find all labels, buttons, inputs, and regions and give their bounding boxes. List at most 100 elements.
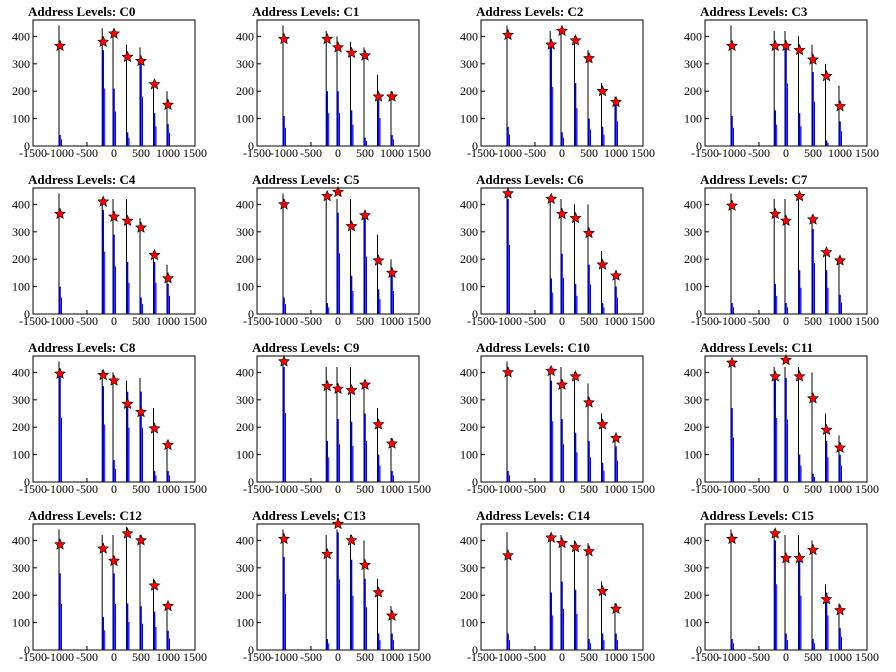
star-marker xyxy=(610,431,622,444)
chart-title: Address Levels: C7 xyxy=(700,172,808,187)
x-tick-label: 500 xyxy=(132,314,150,328)
y-tick-label: 0 xyxy=(472,475,478,489)
star-marker xyxy=(54,367,66,379)
star-marker xyxy=(148,579,161,591)
star-marker xyxy=(556,207,568,220)
chart-title: Address Levels: C2 xyxy=(476,4,583,19)
x-tick-label: -1000 xyxy=(718,146,746,160)
x-tick-label: 1500 xyxy=(631,314,655,328)
star-marker xyxy=(820,423,833,436)
star-marker xyxy=(569,211,582,224)
chart-svg: Address Levels: C15 0 100 200 300 400 -1500 -10… xyxy=(684,508,879,664)
x-tick-label: -500 xyxy=(748,650,770,664)
x-tick-label: 1000 xyxy=(828,650,852,664)
star-marker xyxy=(807,213,819,225)
star-marker xyxy=(769,370,782,382)
star-marker xyxy=(820,246,833,258)
x-tick-label: -1500 xyxy=(467,650,495,664)
y-tick-label: 0 xyxy=(248,475,254,489)
x-tick-label: -1500 xyxy=(691,482,719,496)
chart-title: Address Levels: C0 xyxy=(28,4,135,19)
star-marker xyxy=(583,52,595,64)
y-tick-label: 100 xyxy=(12,112,30,126)
x-tick-label: 1000 xyxy=(156,482,180,496)
star-marker xyxy=(726,532,738,545)
y-tick-label: 0 xyxy=(248,139,254,153)
x-tick-label: -1000 xyxy=(46,650,74,664)
x-tick-label: 500 xyxy=(132,482,150,496)
y-tick-label: 400 xyxy=(460,365,478,379)
star-marker xyxy=(359,49,371,61)
x-tick-label: 500 xyxy=(804,650,822,664)
star-marker xyxy=(780,39,792,52)
star-marker xyxy=(769,207,782,220)
star-marker xyxy=(820,69,833,82)
y-tick-label: 200 xyxy=(684,84,702,98)
y-tick-label: 400 xyxy=(236,197,254,211)
y-tick-label: 200 xyxy=(684,252,702,266)
x-tick-label: 1500 xyxy=(631,482,655,496)
x-tick-label: 1000 xyxy=(156,314,180,328)
chart-svg: Address Levels: C0 0 100 200 300 400 -1500 -100… xyxy=(12,4,207,160)
y-tick-label: 100 xyxy=(684,448,702,462)
star-marker xyxy=(359,558,371,571)
x-tick-label: 1500 xyxy=(631,650,655,664)
star-marker xyxy=(108,554,120,567)
x-tick-label: -1500 xyxy=(19,314,47,328)
y-tick-label: 400 xyxy=(236,365,254,379)
y-tick-label: 100 xyxy=(460,616,478,630)
x-tick-label: -500 xyxy=(524,650,546,664)
y-tick-label: 400 xyxy=(12,29,30,43)
y-tick-label: 400 xyxy=(12,365,30,379)
x-tick-label: 1500 xyxy=(407,146,431,160)
x-tick-label: -500 xyxy=(76,146,98,160)
star-marker xyxy=(386,266,398,278)
x-tick-label: -1000 xyxy=(270,146,298,160)
y-tick-label: 0 xyxy=(248,643,254,657)
x-tick-label: 1500 xyxy=(407,314,431,328)
y-tick-label: 400 xyxy=(684,29,702,43)
x-tick-label: 0 xyxy=(559,650,565,664)
x-tick-label: 1000 xyxy=(828,146,852,160)
star-marker xyxy=(121,50,134,63)
chart-title: Address Levels: C13 xyxy=(252,508,366,523)
chart-svg: Address Levels: C4 0 100 200 300 400 -1500 -100… xyxy=(12,172,207,328)
y-tick-label: 0 xyxy=(24,475,30,489)
x-tick-label: -1000 xyxy=(718,482,746,496)
x-tick-label: -1500 xyxy=(467,146,495,160)
star-marker xyxy=(793,551,806,564)
x-tick-label: 0 xyxy=(783,314,789,328)
x-tick-label: 1000 xyxy=(604,146,628,160)
chart-svg: Address Levels: C14 0 100 200 300 400 -1500 -10… xyxy=(460,508,655,664)
star-marker xyxy=(780,214,792,226)
x-tick-label: 500 xyxy=(356,650,374,664)
star-marker xyxy=(834,99,846,112)
x-tick-label: 0 xyxy=(559,482,565,496)
y-tick-label: 200 xyxy=(460,420,478,434)
x-tick-label: 1000 xyxy=(828,314,852,328)
chart-svg: Address Levels: C3 0 100 200 300 400 -1500 -100… xyxy=(684,4,879,160)
y-tick-label: 0 xyxy=(696,307,702,321)
y-tick-label: 100 xyxy=(684,112,702,126)
x-tick-label: -1000 xyxy=(46,146,74,160)
x-tick-label: 0 xyxy=(783,650,789,664)
star-marker xyxy=(135,221,147,233)
chart-svg: Address Levels: C9 0 100 200 300 400 -1500 -100… xyxy=(236,340,431,496)
x-tick-label: -500 xyxy=(300,146,322,160)
x-tick-label: 0 xyxy=(783,482,789,496)
x-tick-label: -1500 xyxy=(691,146,719,160)
x-tick-label: -500 xyxy=(76,482,98,496)
chart-panel-0: Address Levels: C0 0 100 200 300 400 -1500 -100… xyxy=(0,0,224,168)
star-marker xyxy=(726,199,738,211)
star-marker xyxy=(596,418,609,430)
star-marker xyxy=(583,396,595,408)
star-marker xyxy=(502,28,514,41)
y-tick-label: 100 xyxy=(236,448,254,462)
chart-svg: Address Levels: C6 0 100 200 300 400 -1500 -100… xyxy=(460,172,655,328)
star-marker xyxy=(610,95,622,108)
y-tick-label: 200 xyxy=(236,252,254,266)
star-marker xyxy=(610,602,622,614)
star-marker xyxy=(793,370,806,382)
chart-svg: Address Levels: C10 0 100 200 300 400 -1500 -10… xyxy=(460,340,655,496)
